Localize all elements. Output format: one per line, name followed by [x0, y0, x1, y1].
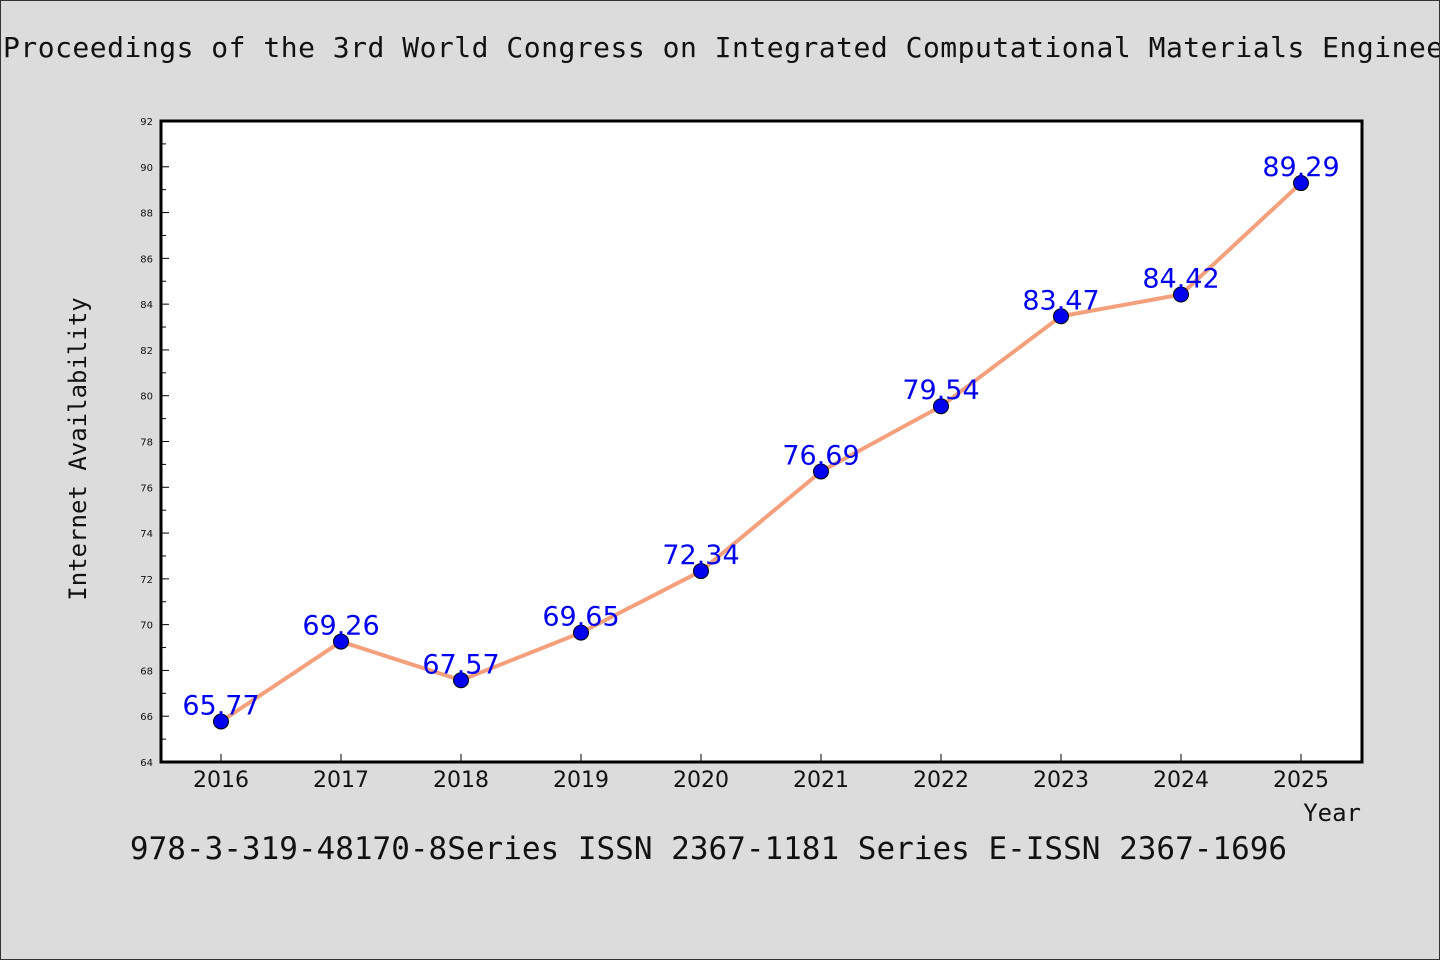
data-label: 67.57 — [422, 649, 499, 680]
data-label: 79.54 — [902, 375, 979, 406]
data-labels-group: 65.77 69.26 67.57 69.65 72.34 76.69 79.54 83.47… — [182, 152, 1339, 721]
data-label: 83.47 — [1022, 285, 1099, 316]
y-tick-label: 72 — [140, 575, 153, 586]
x-tick-label: 2021 — [793, 768, 849, 793]
x-tick-label: 2024 — [1153, 768, 1209, 793]
y-tick-label: 78 — [140, 438, 153, 449]
data-point — [1173, 286, 1189, 303]
data-label: 76.69 — [782, 440, 859, 471]
footer-isbn-text: 978-3-319-48170-8Series ISSN 2367-1181 S… — [129, 831, 1288, 867]
data-point — [573, 624, 589, 641]
y-tick-label: 74 — [140, 529, 153, 540]
data-point — [213, 713, 229, 730]
data-point — [1053, 308, 1069, 325]
x-tick-label: 2020 — [673, 768, 729, 793]
data-point — [813, 463, 829, 480]
x-tick-label: 2016 — [193, 768, 249, 793]
y-axis-ticks: 64 66 68 70 72 74 76 78 80 82 84 86 88 90 92 — [140, 117, 169, 769]
y-tick-label: 66 — [140, 712, 153, 723]
data-label: 69.65 — [542, 602, 619, 633]
y-tick-label: 76 — [140, 483, 153, 494]
data-point — [333, 633, 349, 650]
data-label: 69.26 — [302, 611, 379, 642]
plot-area — [159, 119, 1364, 764]
y-tick-label: 90 — [140, 163, 153, 174]
x-tick-label: 2018 — [433, 768, 489, 793]
y-tick-label: 86 — [140, 254, 153, 265]
y-tick-label: 68 — [140, 666, 153, 677]
x-tick-label: 2019 — [553, 768, 609, 793]
x-tick-label: 2025 — [1273, 768, 1329, 793]
y-tick-label: 80 — [140, 392, 153, 403]
x-axis-label: Year — [1303, 799, 1361, 827]
y-tick-label: 84 — [140, 300, 153, 311]
series-line-group — [219, 181, 1303, 724]
data-label: 89.29 — [1262, 152, 1339, 183]
data-label: 84.42 — [1142, 264, 1219, 295]
series-line — [219, 181, 1303, 724]
x-tick-label: 2023 — [1033, 768, 1089, 793]
y-axis-label: Internet Availability — [64, 297, 92, 600]
series-points-group — [213, 175, 1309, 730]
data-point — [1293, 175, 1309, 192]
y-tick-label: 70 — [140, 621, 153, 632]
x-tick-label: 2022 — [913, 768, 969, 793]
chart-title: Proceedings of the 3rd World Congress on… — [3, 31, 1439, 64]
y-tick-label: 64 — [140, 758, 153, 769]
data-point — [933, 398, 949, 415]
x-axis-ticks: 2016 2017 2018 2019 2020 2021 2022 2023 2024 2025 — [193, 754, 1329, 793]
y-tick-label: 92 — [140, 117, 153, 128]
y-tick-label: 88 — [140, 209, 153, 220]
y-tick-label: 82 — [140, 346, 153, 357]
data-point — [693, 563, 709, 580]
data-label: 65.77 — [182, 690, 259, 721]
x-tick-label: 2017 — [313, 768, 369, 793]
data-point — [453, 672, 469, 689]
data-label: 72.34 — [662, 540, 739, 571]
